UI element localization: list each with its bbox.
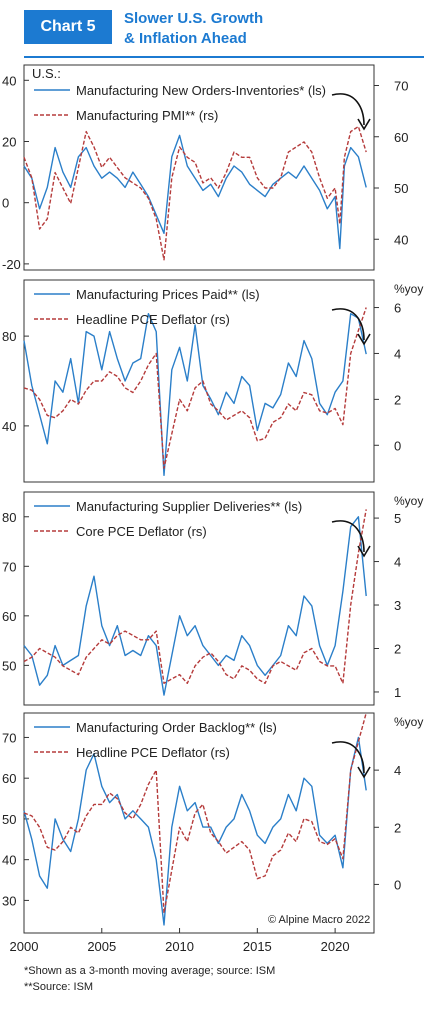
right-tick-label: 60	[394, 130, 408, 145]
chart-panel-4	[23, 712, 379, 934]
left-tick-label: 30	[2, 893, 16, 908]
chart-panel-2	[23, 279, 379, 483]
right-tick-label: 4	[394, 346, 401, 361]
left-tick-label: 40	[2, 73, 16, 88]
panel-frame	[23, 491, 375, 706]
legend-label-2: Headline PCE Deflator (rs)	[76, 745, 230, 760]
left-tick-label: 60	[2, 771, 16, 786]
right-tick-label: 40	[394, 232, 408, 247]
right-tick-label: 4	[394, 555, 401, 570]
arrow-head-icon	[357, 333, 371, 346]
chart-title-line-2: & Inflation Ahead	[124, 30, 247, 47]
footnote-1: *Shown as a 3-month moving average; sour…	[24, 965, 276, 977]
copyright-label: © Alpine Macro 2022	[268, 914, 370, 926]
left-tick-label: 70	[2, 730, 16, 745]
panel-frame	[23, 64, 375, 271]
right-axis-unit: %yoy	[394, 715, 423, 729]
arrow-down-icon	[331, 520, 365, 553]
left-tick-label: 40	[2, 419, 16, 434]
left-tick-label: 40	[2, 853, 16, 868]
legend-label-1: Manufacturing Order Backlog** (ls)	[76, 720, 277, 735]
arrow-down-icon	[331, 93, 365, 126]
series-line-2	[23, 509, 367, 684]
right-tick-label: 50	[394, 181, 408, 196]
arrow-head-icon	[357, 545, 371, 558]
left-tick-label: 80	[2, 510, 16, 525]
left-tick-label: 60	[2, 609, 16, 624]
header-rule	[24, 56, 424, 58]
series-line-1	[23, 516, 367, 696]
legend-label-2: Core PCE Deflator (rs)	[76, 524, 207, 539]
left-tick-label: 0	[2, 196, 9, 211]
right-tick-label: 4	[394, 763, 401, 778]
left-tick-label: 50	[2, 658, 16, 673]
right-tick-label: 5	[394, 511, 401, 526]
legend-label-1: Manufacturing New Orders-Inventories* (l…	[76, 83, 326, 98]
right-tick-label: 0	[394, 877, 401, 892]
chart-title-line-1: Slower U.S. Growth	[124, 10, 264, 27]
left-tick-label: 20	[2, 134, 16, 149]
x-tick-label: 2015	[243, 939, 272, 954]
legend-label-2: Headline PCE Deflator (rs)	[76, 312, 230, 327]
chart-panel-1	[23, 64, 379, 271]
region-label: U.S.:	[32, 66, 61, 81]
footnote-2: **Source: ISM	[24, 981, 94, 993]
series-line-2	[23, 125, 367, 261]
left-tick-label: 50	[2, 812, 16, 827]
series-line-2	[23, 712, 367, 914]
right-tick-label: 2	[394, 820, 401, 835]
series-line-1	[23, 313, 367, 476]
chart-title: Slower U.S. Growth & Inflation Ahead	[124, 9, 263, 49]
left-tick-label: 80	[2, 329, 16, 344]
x-tick-label: 2005	[87, 939, 116, 954]
chart-number-badge: Chart 5	[24, 10, 112, 44]
arrow-head-icon	[357, 118, 371, 131]
right-tick-label: 70	[394, 79, 408, 94]
right-tick-label: 1	[394, 685, 401, 700]
right-tick-label: 2	[394, 392, 401, 407]
series-line-1	[23, 736, 367, 926]
left-tick-label: -20	[2, 257, 21, 272]
right-axis-unit: %yoy	[394, 494, 423, 508]
series-line-1	[23, 134, 367, 250]
legend-label-2: Manufacturing PMI** (rs)	[76, 108, 218, 123]
legend-label-1: Manufacturing Prices Paid** (ls)	[76, 287, 260, 302]
x-tick-label: 2000	[10, 939, 39, 954]
arrow-down-icon	[331, 741, 365, 774]
series-line-2	[23, 307, 367, 469]
right-axis-unit: %yoy	[394, 282, 423, 296]
panel-frame	[23, 279, 375, 483]
right-tick-label: 6	[394, 301, 401, 316]
panel-frame	[23, 712, 375, 934]
right-tick-label: 2	[394, 641, 401, 656]
x-tick-label: 2020	[321, 939, 350, 954]
x-tick-label: 2010	[165, 939, 194, 954]
right-tick-label: 0	[394, 438, 401, 453]
right-tick-label: 3	[394, 598, 401, 613]
arrow-down-icon	[331, 308, 365, 341]
legend-label-1: Manufacturing Supplier Deliveries** (ls)	[76, 499, 302, 514]
arrow-head-icon	[357, 766, 371, 779]
left-tick-label: 70	[2, 559, 16, 574]
chart-panel-3	[23, 491, 379, 706]
